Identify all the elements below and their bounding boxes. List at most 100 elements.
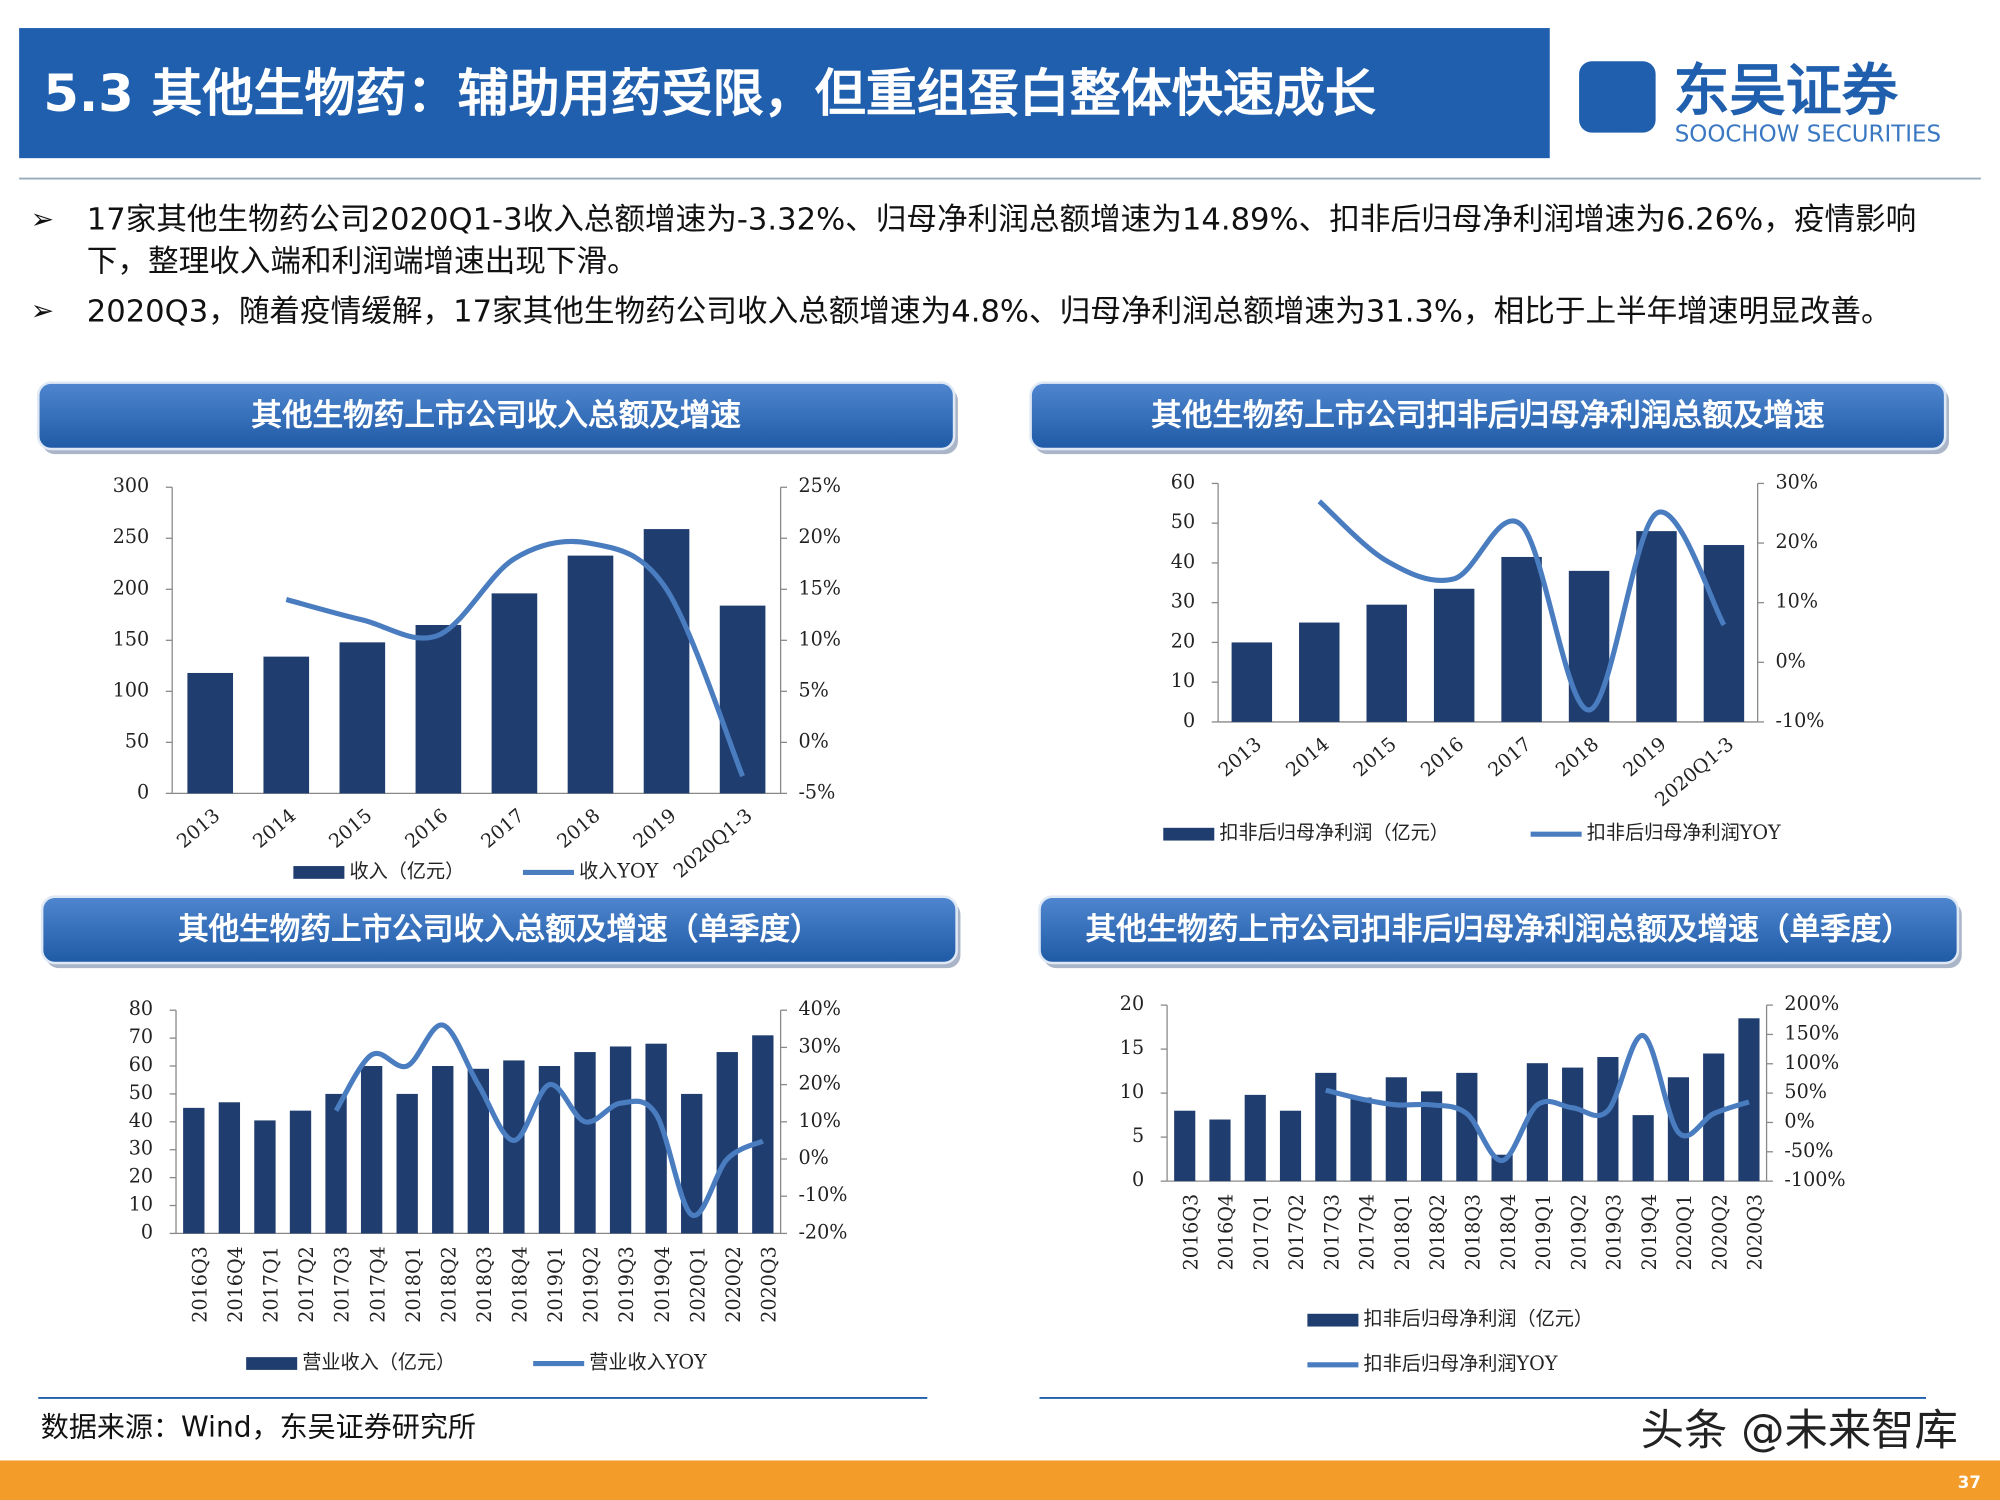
y-tick-label: 30 [129, 1137, 153, 1160]
x-tick-label: 2019Q2 [1567, 1194, 1590, 1271]
bar [1244, 1094, 1266, 1182]
y2-tick-label: 10% [798, 627, 841, 650]
x-tick-label: 2020Q1 [686, 1246, 709, 1323]
x-tick-label: 2013 [172, 804, 224, 853]
line [1325, 1033, 1750, 1164]
bar [1562, 1067, 1584, 1182]
x-tick-label: 2019Q4 [1638, 1194, 1661, 1271]
x-tick-label: 2019Q1 [1532, 1194, 1555, 1271]
y-tick-label: 70 [129, 1025, 153, 1048]
x-tick-label: 2016Q4 [1215, 1194, 1238, 1271]
bullets-box: 17家其他生物药公司2020Q1-3收入总额增速为-3.32%、归母净利润总额增… [26, 199, 1978, 384]
bar [681, 1093, 703, 1234]
y2-tick-label: 20% [798, 525, 841, 548]
header-title: 5.3 其他生物药：辅助用药受限，但重组蛋白整体快速成长 [43, 65, 1376, 124]
y-tick-label: 50 [1171, 510, 1195, 533]
title-box [1029, 381, 1947, 451]
y2-tick-label: -20% [798, 1220, 847, 1243]
legend-label: 扣非后归母净利润（亿元） [1364, 1307, 1594, 1330]
y-tick-label: 50 [125, 729, 149, 752]
y-tick-label: 0 [1132, 1168, 1144, 1191]
bar [325, 1093, 347, 1234]
source: 数据来源：Wind，东吴证券研究所 [41, 1411, 476, 1444]
y-tick-label: 60 [1171, 470, 1195, 493]
y-tick-label: 20 [129, 1165, 153, 1188]
y2-tick-label: 0% [1784, 1109, 1814, 1132]
x-tick-label: 2013 [1214, 732, 1266, 781]
legend-swatch [1163, 827, 1215, 841]
x-tick-label: 2019Q3 [1603, 1194, 1626, 1271]
bar [1279, 1110, 1302, 1182]
x-tick-label: 2018Q1 [1391, 1194, 1414, 1271]
bar [503, 1060, 525, 1234]
y2-tick-label: -50% [1784, 1139, 1833, 1162]
x-tick-label: 2019Q2 [580, 1246, 603, 1323]
y2-tick-label: 15% [798, 576, 841, 599]
x-tick-label: 2017Q3 [331, 1246, 354, 1323]
y2-tick-label: 50% [1784, 1080, 1827, 1103]
y2-tick-label: 25% [798, 474, 841, 497]
bar [1636, 531, 1677, 722]
y-tick-label: 10 [129, 1193, 153, 1216]
y2-tick-label: 0% [798, 729, 828, 752]
bar [396, 1093, 418, 1234]
x-tick-label: 2019 [629, 804, 681, 853]
y-tick-label: 250 [113, 525, 150, 548]
y-tick-label: 200 [113, 576, 150, 599]
bar [360, 1066, 383, 1234]
y2-tick-label: 0% [798, 1146, 828, 1169]
legend-swatch [1307, 1313, 1359, 1327]
x-tick-label: 2017Q2 [295, 1246, 318, 1323]
x-tick-label: 2015 [324, 804, 376, 853]
y-tick-label: 100 [113, 678, 150, 701]
legend-swatch [246, 1357, 298, 1370]
header-bar [19, 28, 1550, 159]
bar [719, 605, 766, 794]
x-tick-label: 2016Q4 [224, 1246, 247, 1323]
y-tick-label: 150 [113, 627, 150, 650]
y-tick-label: 80 [129, 997, 153, 1020]
y-tick-label: 10 [1171, 669, 1195, 692]
x-tick-label: 2014 [248, 804, 300, 853]
bar [1597, 1057, 1619, 1182]
x-tick-label: 2014 [1281, 732, 1333, 781]
x-tick-label: 2017Q3 [1320, 1194, 1343, 1271]
legend-label: 扣非后归母净利润YOY [1587, 821, 1781, 844]
y-tick-label: 5 [1132, 1124, 1144, 1147]
x-tick-label: 2019Q3 [615, 1246, 638, 1323]
page-number: 37 [1958, 1473, 1981, 1492]
x-tick-label: 2018 [552, 804, 604, 853]
x-tick-label: 2020Q1 [1673, 1194, 1696, 1271]
footer-bar [0, 1460, 2000, 1500]
y2-tick-label: -5% [798, 780, 835, 803]
bar [1456, 1072, 1478, 1182]
y-tick-label: 50 [129, 1081, 153, 1104]
y-tick-label: 20 [1120, 992, 1144, 1015]
bar [1174, 1110, 1196, 1182]
logo-mark [1579, 61, 1656, 133]
y-tick-label: 40 [129, 1109, 153, 1132]
bar [491, 593, 538, 794]
bar [1299, 622, 1340, 722]
bar [538, 1066, 561, 1234]
bar [263, 656, 310, 794]
chart-title: 其他生物药上市公司收入总额及增速（单季度） [178, 912, 821, 948]
x-tick-label: 2017Q4 [1356, 1194, 1379, 1271]
y2-tick-label: 10% [1776, 590, 1819, 613]
x-tick-label: 2015 [1349, 732, 1401, 781]
x-tick-label: 2017 [1484, 732, 1536, 781]
y-tick-label: 300 [113, 474, 150, 497]
bar [467, 1068, 489, 1234]
x-tick-label: 2020Q1-3 [669, 804, 757, 883]
bar [1350, 1097, 1372, 1182]
y-tick-label: 30 [1171, 590, 1195, 613]
bar [567, 555, 614, 794]
x-tick-label: 2017 [476, 804, 528, 853]
legend-label: 扣非后归母净利润YOY [1364, 1352, 1558, 1375]
x-tick-label: 2018Q3 [1461, 1194, 1484, 1271]
bar [339, 642, 386, 794]
x-tick-label: 2017Q4 [366, 1246, 389, 1323]
legend-label: 收入YOY [579, 859, 659, 882]
logo-en: SOOCHOW SECURITIES [1675, 122, 1941, 148]
